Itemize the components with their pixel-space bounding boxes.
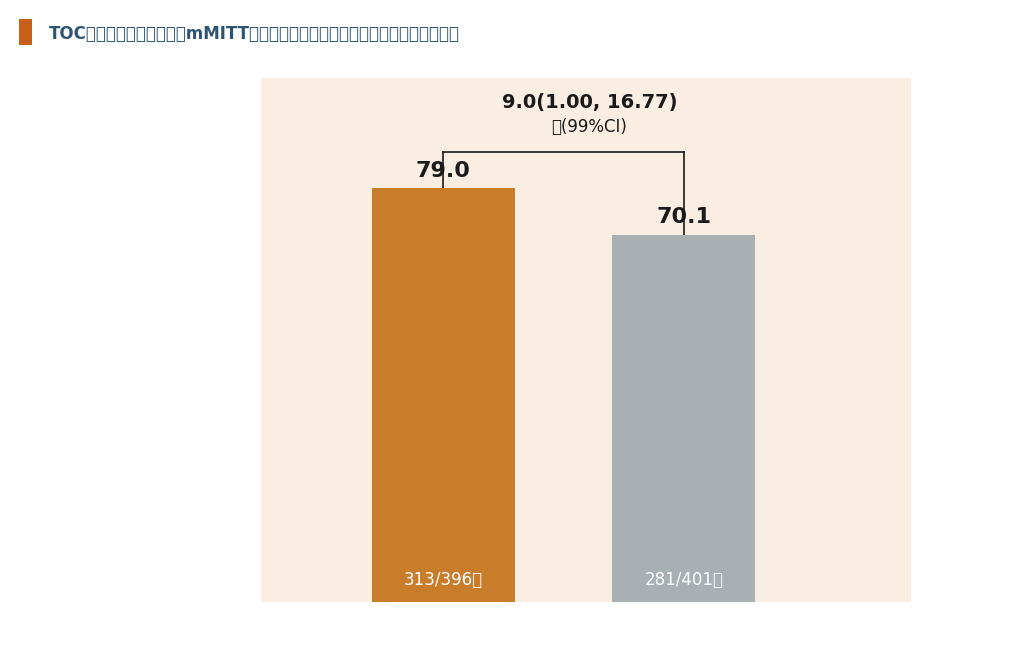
Text: TOC時点の細菌学的効果（mMITT集団：重要な副次評価項目、検証的解析項目）: TOC時点の細菌学的効果（mMITT集団：重要な副次評価項目、検証的解析項目） <box>49 25 460 43</box>
Text: 9.0(1.00, 16.77): 9.0(1.00, 16.77) <box>502 94 677 112</box>
Text: 79.0: 79.0 <box>416 160 471 181</box>
Text: 281/401例: 281/401例 <box>644 570 723 589</box>
Bar <box>612 235 756 602</box>
Bar <box>372 188 515 602</box>
Text: 313/396例: 313/396例 <box>403 570 482 589</box>
Text: 70.1: 70.1 <box>656 207 712 227</box>
Text: 差(99%CI): 差(99%CI) <box>552 118 628 136</box>
